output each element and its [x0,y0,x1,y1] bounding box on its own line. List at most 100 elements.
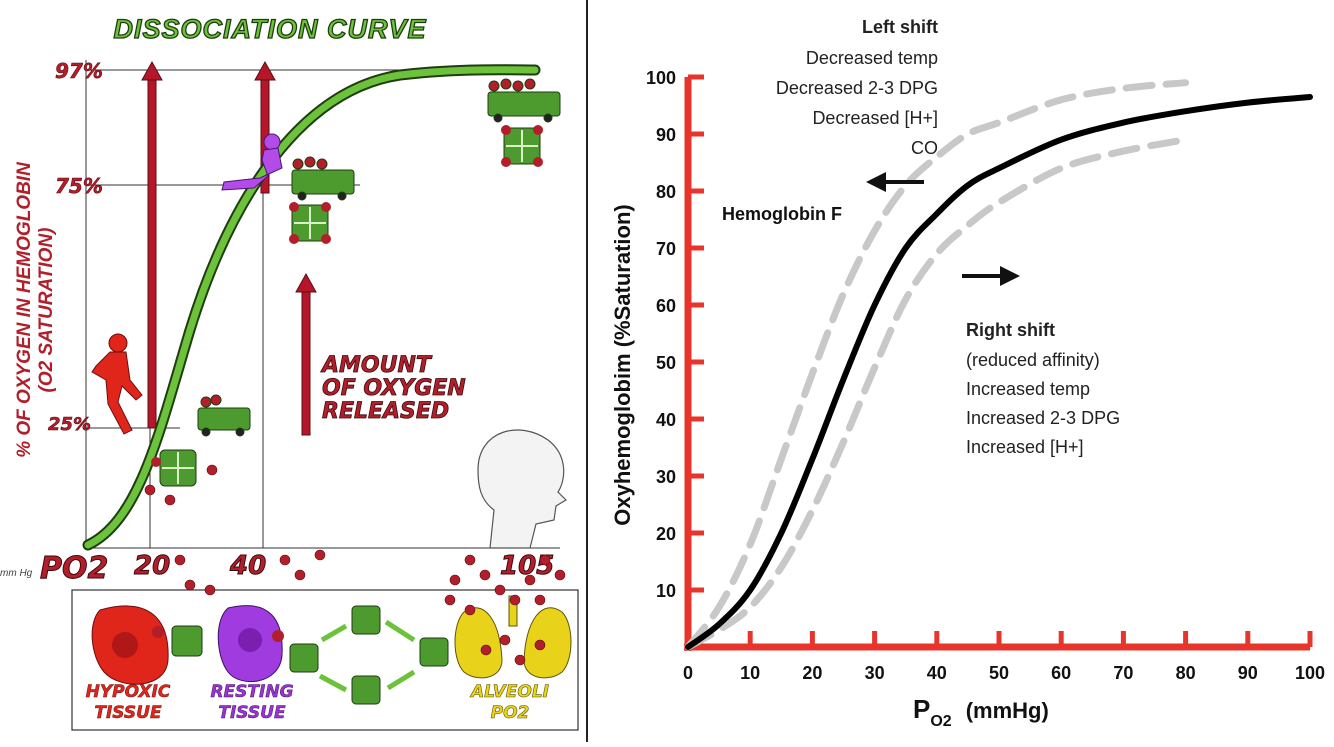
y-tick-label: 50 [656,353,676,373]
x-tick-label: 100 [1295,663,1325,683]
hypoxic-cell-icon [91,605,203,685]
arrow-hypoxic-shaft [147,77,157,429]
oxygen-dot-icon [144,484,156,496]
cartoon-title: DISSOCIATION CURVE [113,14,426,44]
tissue-label-hypoxic-2: TISSUE [94,703,162,723]
right-shift-title: Right shift [966,320,1055,340]
oxyhemoglobin-chart: 10 20 30 40 50 60 70 80 90 100 0 10 20 30 40 50 60 70 80 90… [610,17,1325,730]
arrow-resting-head [254,60,276,81]
tissue-label-alveoli-1: ALVEOLI [469,682,549,702]
x-tick-label: 50 [989,663,1009,683]
tissue-label-alveoli-2: PO2 [491,703,530,723]
chart-xlabel-sub: O2 [930,713,951,730]
cartoon-dissociation-panel: DISSOCIATION CURVE % OF OXYGEN IN HEMOGL… [0,0,586,742]
hemoglobin-icon-high [501,125,543,167]
oxygen-dot-icon [494,584,506,596]
x-tick-label: 80 [1176,663,1196,683]
x-tick-label: 30 [865,663,885,683]
cartoon-yaxis-title-group: % OF OXYGEN IN HEMOGLOBIN (O2 SATURATION… [14,161,57,458]
truck-icon-mid [291,156,355,201]
oxygen-dot-icon [554,569,566,581]
oxygen-dot-icon [184,579,196,591]
y-tick-label: 40 [656,410,676,430]
hemoglobin-cycle-icons [289,605,449,705]
oxygen-dot-icon [314,549,326,561]
hemoglobin-icon-mid [289,202,331,244]
amount-released-line-1: AMOUNT [320,353,433,378]
cartoon-xtick-20: 20 [134,551,170,581]
x-tick-label: 60 [1051,663,1071,683]
runner-icon [91,333,143,435]
y-tick-label: 70 [656,239,676,259]
oxygen-dot-icon [464,554,476,566]
resting-person-icon [221,133,283,191]
cartoon-xunit: mm Hg [0,568,33,579]
y-tick-label: 30 [656,467,676,487]
oxygen-dots [144,464,566,666]
y-tick-label: 20 [656,524,676,544]
panel-divider [586,0,588,742]
chart-curves [684,79,1313,651]
oxygen-dot-icon [479,569,491,581]
y-tick-label: 90 [656,125,676,145]
x-tick-label: 10 [740,663,760,683]
head-icon [477,429,567,549]
chart-axes [684,74,1313,651]
chart-xlabel-unit: (mmHg) [966,698,1049,723]
oxygen-dot-icon [444,594,456,606]
oxygen-dot-icon [206,464,218,476]
cartoon-ytick-25: 25% [48,414,91,435]
amount-released-line-3: RELEASED [322,399,449,424]
left-shift-curve [684,79,1190,651]
oxygen-dot-icon [509,594,521,606]
chart-tick-labels: 10 20 30 40 50 60 70 80 90 100 0 10 20 30 40 50 60 70 80 90… [646,68,1325,683]
arrow-released-head [295,272,317,293]
chart-xlabel: PO2 (mmHg) [913,694,1049,730]
oxygen-dot-icon [449,574,461,586]
chart-ylabel: Oxyhemoglobim (%Saturation) [610,204,635,525]
release-arrows [141,60,317,436]
left-arrow-icon [866,172,924,192]
x-tick-label: 20 [802,663,822,683]
right-shift-line-1: (reduced affinity) [966,350,1100,370]
cartoon-yaxis-subtitle: (O2 SATURATION) [36,227,57,392]
oxygen-dot-icon [480,644,492,656]
oxygen-dot-icon [174,554,186,566]
cartoon-xtick-40: 40 [229,551,266,581]
normal-curve [685,94,1313,650]
arrow-released-shaft [301,289,311,436]
x-tick-label: 40 [927,663,947,683]
right-shift-curve [684,136,1190,651]
left-shift-line-1: Decreased temp [806,48,938,68]
oxyhemoglobin-chart-panel: 10 20 30 40 50 60 70 80 90 100 0 10 20 30 40 50 60 70 80 90… [588,0,1334,742]
y-tick-label: 10 [656,581,676,601]
right-shift-annotation: Right shift (reduced affinity) Increased… [966,320,1120,457]
tissue-label-resting-2: TISSUE [218,703,286,723]
y-tick-label: 60 [656,296,676,316]
cartoon-dissociation-figure: DISSOCIATION CURVE % OF OXYGEN IN HEMOGL… [0,13,579,731]
oxygen-dot-icon [164,494,176,506]
right-shift-line-4: Increased [H+] [966,437,1084,457]
y-tick-label: 80 [656,182,676,202]
oxygen-dot-icon [539,554,551,566]
x-tick-label: 70 [1113,663,1133,683]
right-arrow-icon [962,266,1020,286]
right-shift-line-2: Increased temp [966,379,1090,399]
arrow-hypoxic-head [141,60,163,81]
amount-released-line-2: OF OXYGEN [322,376,466,401]
oxygen-dot-icon [524,574,536,586]
oxygen-dot-icon [534,639,546,651]
oxygen-dot-icon [514,654,526,666]
left-shift-line-4: CO [911,138,938,158]
y-tick-label: 100 [646,68,676,88]
oxygen-dot-icon [294,569,306,581]
right-shift-line-3: Increased 2-3 DPG [966,408,1120,428]
cartoon-xlabel: PO2 [40,551,108,586]
cartoon-ytick-97: 97% [55,59,103,83]
resting-cell-icon [217,605,284,683]
hemoglobin-f-label: Hemoglobin F [722,204,842,224]
tissue-label-hypoxic-1: HYPOXIC [86,682,171,702]
cartoon-ytick-75: 75% [55,174,103,198]
left-shift-line-2: Decreased 2-3 DPG [776,78,938,98]
left-shift-annotation: Left shift Decreased temp Decreased 2-3 … [776,17,938,158]
